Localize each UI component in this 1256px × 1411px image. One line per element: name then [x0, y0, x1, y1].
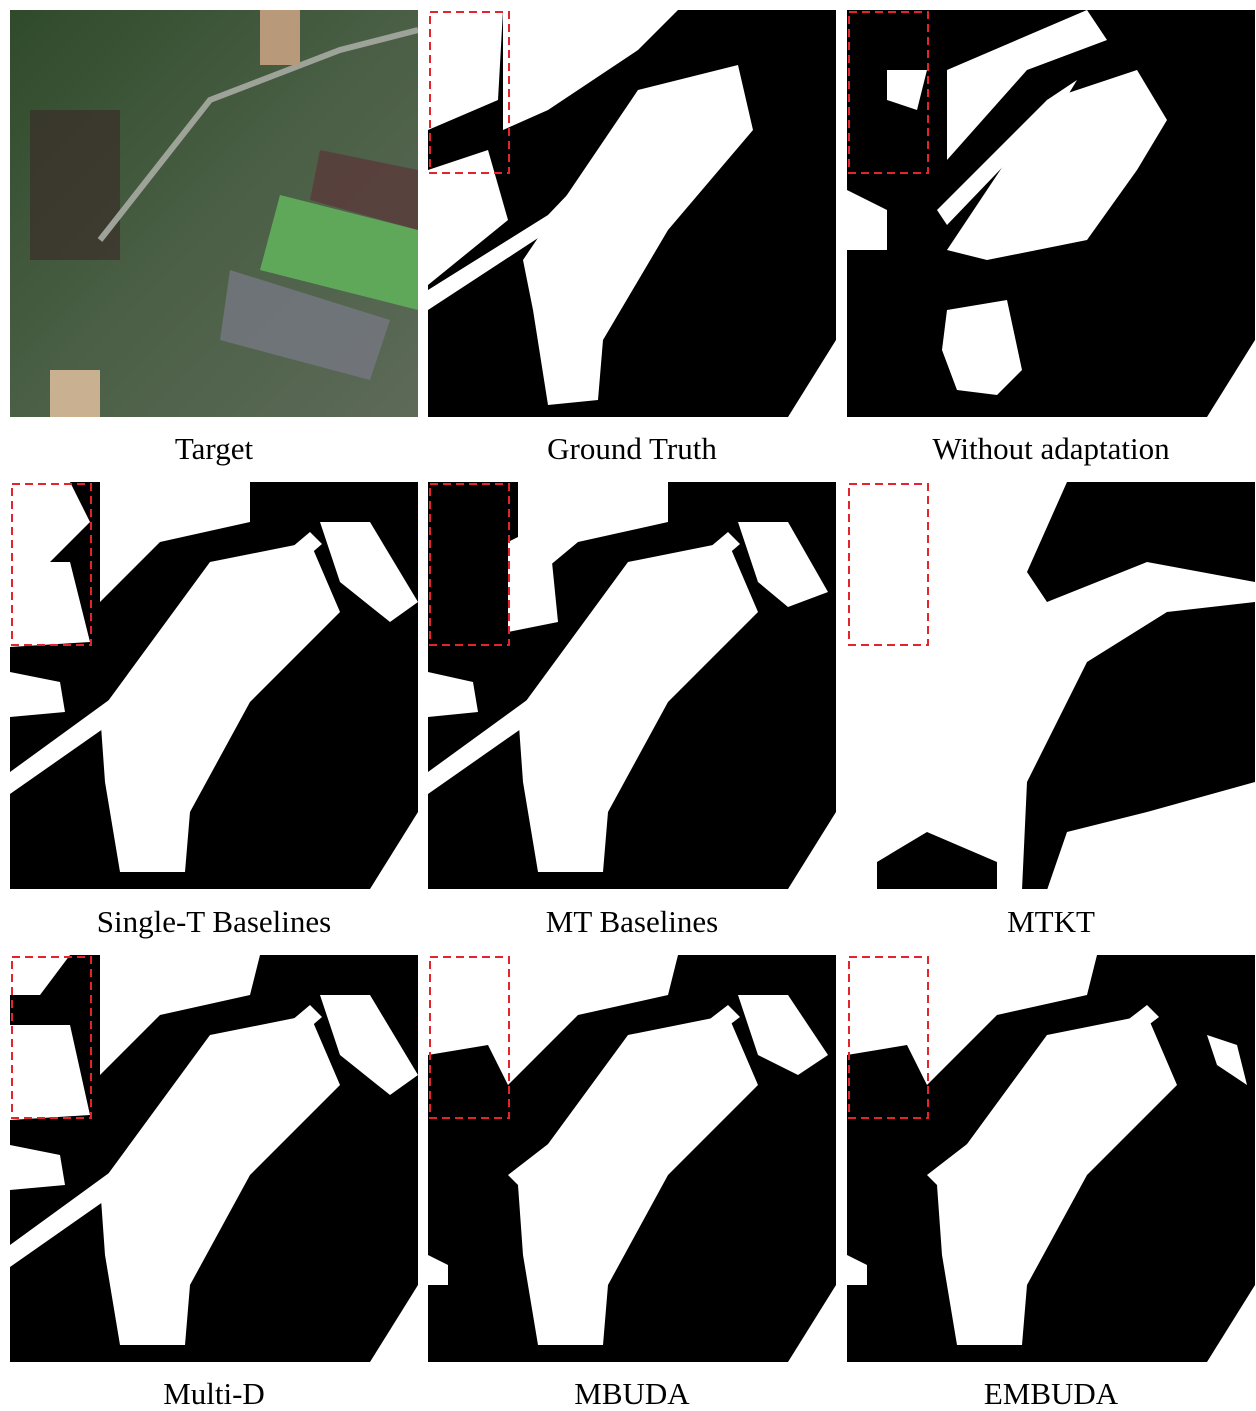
figure: Target Ground Truth Without adaptation Sing…: [0, 0, 1256, 1411]
mask-region: [942, 300, 1022, 395]
building: [50, 370, 100, 417]
panel-caption: MTKT: [1007, 904, 1095, 939]
panel-image: [847, 482, 1255, 890]
panel-caption: Single-T Baselines: [97, 904, 331, 939]
dark-field: [30, 110, 120, 260]
panel-image: [428, 955, 836, 1362]
panel-image: [428, 10, 836, 417]
panel-caption: MBUDA: [574, 1376, 690, 1411]
panel-caption: Target: [175, 431, 254, 466]
panel-caption: Without adaptation: [932, 431, 1170, 466]
panel-image: [428, 482, 836, 889]
panel-caption: EMBUDA: [984, 1376, 1119, 1411]
panel-image: [10, 482, 418, 889]
page: Target Ground Truth Without adaptation Sing…: [0, 0, 1256, 1411]
panel-image: [10, 955, 418, 1362]
panel-caption: Ground Truth: [547, 431, 717, 466]
panel-caption: MT Baselines: [546, 904, 719, 939]
panel-image: [847, 10, 1255, 417]
building: [260, 10, 300, 65]
panel-caption: Multi-D: [163, 1376, 265, 1411]
panel-image: [10, 10, 418, 417]
panel-image: [847, 955, 1255, 1362]
